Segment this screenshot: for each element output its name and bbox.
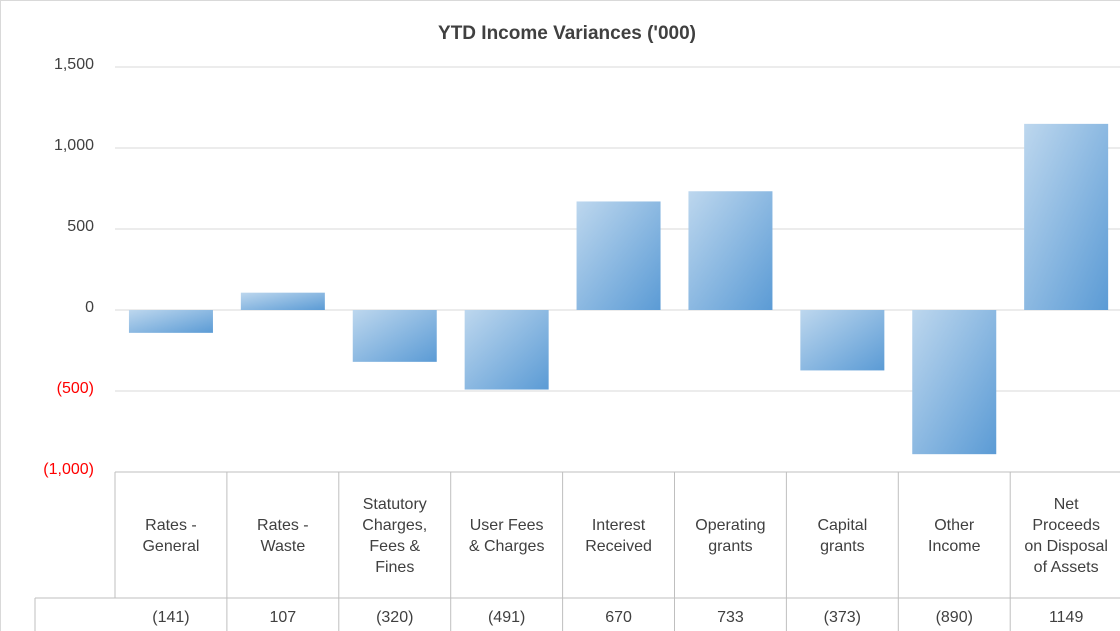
category-text: Capital grants — [817, 517, 868, 555]
category-text: Rates - General — [142, 517, 200, 555]
bar — [688, 191, 773, 310]
value-label: (320) — [376, 609, 413, 626]
value-label: 670 — [605, 609, 632, 626]
category-text: Net Proceeds on Disposal of Assets — [1024, 496, 1108, 576]
category-text: Rates - Waste — [257, 517, 309, 555]
y-tick-label: 0 — [85, 299, 94, 316]
bar — [912, 310, 997, 455]
category-label: Statutory Charges, Fees & Fines — [352, 474, 438, 598]
value-label: (491) — [488, 609, 525, 626]
category-label: Other Income — [911, 474, 997, 598]
y-tick-label: 500 — [67, 218, 94, 235]
category-text: Statutory Charges, Fees & Fines — [362, 496, 428, 576]
category-label: Net Proceeds on Disposal of Assets — [1023, 474, 1109, 598]
chart-title: YTD Income Variances ('000) — [438, 23, 696, 44]
category-label: Rates - Waste — [240, 474, 326, 598]
value-label: 107 — [269, 609, 296, 626]
bar — [464, 310, 549, 390]
y-tick-label: 1,500 — [54, 56, 94, 73]
y-tick-label: (1,000) — [43, 461, 94, 478]
y-tick-label: (500) — [57, 380, 94, 397]
category-label: Rates - General — [128, 474, 214, 598]
category-text: Operating grants — [695, 517, 766, 555]
value-label: (373) — [824, 609, 861, 626]
category-label: Capital grants — [799, 474, 885, 598]
value-label: 1149 — [1049, 609, 1084, 626]
category-text: Interest Received — [585, 517, 652, 555]
category-label: Interest Received — [576, 474, 662, 598]
category-text: User Fees & Charges — [468, 517, 545, 555]
category-label: Operating grants — [687, 474, 773, 598]
value-label: (141) — [152, 609, 189, 626]
category-label: User Fees & Charges — [469, 474, 545, 598]
bar — [128, 310, 213, 333]
bar — [800, 310, 885, 371]
category-text: Other Income — [928, 517, 981, 555]
bar — [352, 310, 437, 362]
value-label: (890) — [936, 609, 973, 626]
bar — [1024, 123, 1109, 310]
bar — [240, 292, 325, 310]
y-tick-label: 1,000 — [54, 137, 94, 154]
value-label: 733 — [717, 609, 744, 626]
bar — [576, 201, 661, 310]
